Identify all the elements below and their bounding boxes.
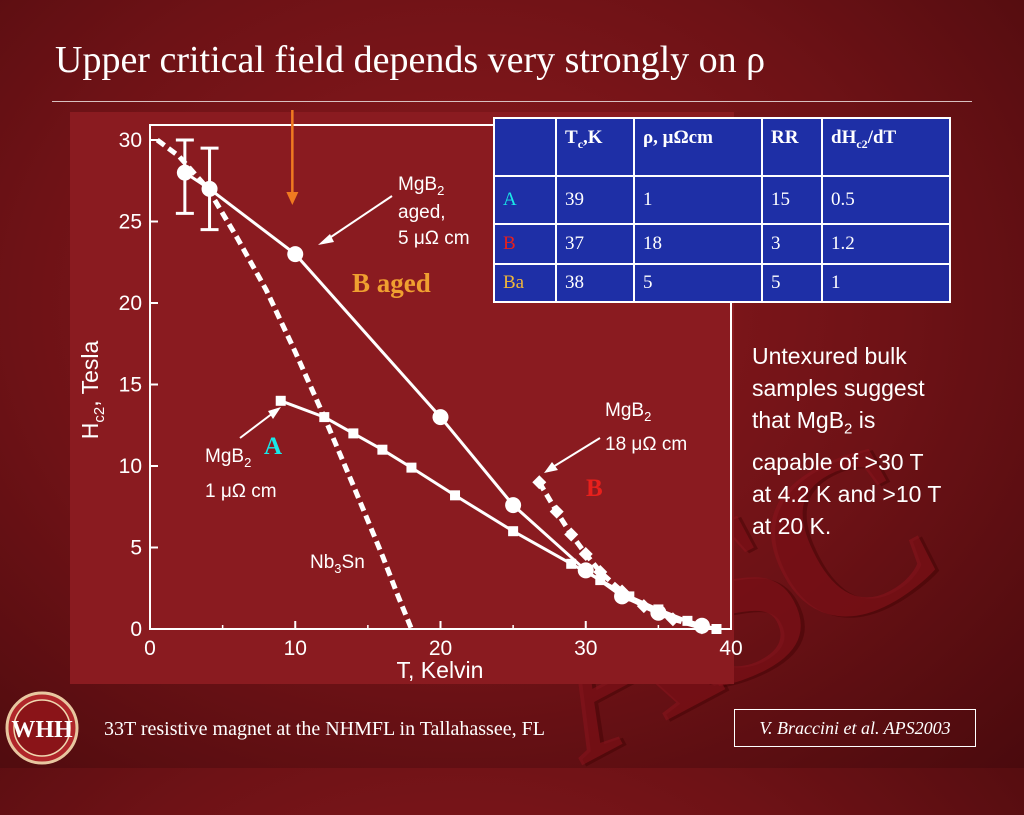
y-tick-label: 0: [130, 618, 142, 641]
header-tc: Tc,K: [555, 117, 635, 177]
data-point-square: [653, 604, 664, 615]
cell-dhdt: 0.5: [821, 175, 951, 225]
slide-title: Upper critical field depends very strong…: [55, 39, 766, 81]
arrow-aged-head: [318, 234, 334, 245]
arrow-b: [547, 437, 601, 471]
annot-a-l2: 1 μΩ cm: [205, 481, 277, 502]
data-point-square: [450, 490, 461, 501]
annot-nb3sn: Nb3Sn: [310, 552, 365, 576]
series-line-2: [537, 481, 703, 630]
label-a: A: [264, 433, 282, 460]
data-point-square: [377, 444, 388, 455]
label-b-aged: B aged: [352, 268, 431, 298]
header-blank: [493, 117, 557, 177]
arrow-b-head: [544, 462, 558, 473]
data-point-diamond: [549, 504, 564, 519]
data-point-square: [566, 558, 577, 569]
table-row: Ba 38 5 5 1: [493, 263, 951, 303]
data-point-diamond: [593, 564, 608, 579]
chart-annotations: MgB2 aged, 5 μΩ cm MgB2 1 μΩ cm MgB2 18 …: [77, 174, 687, 683]
row-label-ba: Ba: [493, 263, 557, 303]
header-rho: ρ, μΩcm: [633, 117, 763, 177]
chart-series: [155, 110, 722, 635]
data-point-circle: [505, 497, 522, 514]
y-tick-label: 15: [119, 374, 142, 397]
hc2-chart: 0 10 20 30 40 0 5 10 15 20 25 30 MgB2 aged, 5 μΩ cm…: [77, 110, 743, 683]
nhmfl-logo-icon: WHH: [5, 691, 79, 765]
data-point-diamond: [636, 599, 651, 614]
data-point-diamond: [615, 584, 630, 599]
footer-caption: 33T resistive magnet at the NHMFL in Tal…: [104, 718, 545, 740]
data-point-square: [348, 428, 359, 439]
data-point-diamond: [578, 547, 593, 562]
cell-rr: 15: [761, 175, 823, 225]
data-point-square: [508, 526, 519, 537]
citation-box: V. Braccini et al. APS2003: [734, 709, 976, 747]
label-b: B: [586, 475, 603, 502]
x-tick-label: 10: [284, 637, 307, 660]
arrow-aged: [321, 195, 393, 244]
data-point-diamond: [694, 620, 709, 635]
y-tick-label: 30: [119, 129, 142, 152]
data-point-diamond: [665, 612, 680, 627]
cell-dhdt: 1.2: [821, 223, 951, 265]
cell-rho: 5: [633, 263, 763, 303]
data-point-diamond: [564, 527, 579, 542]
data-point-circle: [287, 246, 304, 263]
data-point-diamond: [532, 475, 547, 490]
y-tick-label: 20: [119, 292, 142, 315]
cell-dhdt: 1: [821, 263, 951, 303]
y-tick-label: 5: [130, 537, 142, 560]
marker-arrow-head: [286, 192, 299, 205]
x-tick-label: 0: [144, 637, 156, 660]
y-axis-label: Hc2, Tesla: [77, 341, 108, 440]
x-tick-label: 20: [429, 637, 452, 660]
annot-aged-l1: MgB2: [398, 174, 444, 198]
row-label-b: B: [493, 223, 557, 265]
cell-tc: 39: [555, 175, 635, 225]
row-label-a: A: [493, 175, 557, 225]
cell-tc: 38: [555, 263, 635, 303]
y-tick-label: 10: [119, 455, 142, 478]
table-header-row: Tc,K ρ, μΩcm RR dHc2/dT: [493, 117, 951, 177]
annot-aged-l3: 5 μΩ cm: [398, 228, 470, 249]
x-axis-label: T, Kelvin: [397, 657, 484, 683]
conclusion-text: Untexured bulk samples suggest that MgB2…: [752, 343, 942, 539]
x-tick-label: 40: [719, 637, 742, 660]
sample-properties-table: Tc,K ρ, μΩcm RR dHc2/dT A 39 1 15 0.5 B …: [493, 117, 951, 303]
title-divider: [52, 101, 972, 102]
annot-aged-l2: aged,: [398, 202, 446, 223]
cell-tc: 37: [555, 223, 635, 265]
arrow-a-head: [268, 407, 281, 419]
series-line-3: [155, 137, 414, 630]
x-tick-label: 30: [574, 637, 597, 660]
annot-b-l2: 18 μΩ cm: [605, 434, 687, 455]
data-point-square: [711, 624, 722, 634]
annot-a-l1: MgB2: [205, 446, 251, 470]
data-point-square: [595, 575, 606, 586]
header-rr: RR: [761, 117, 823, 177]
data-point-square: [275, 395, 286, 406]
table-row: A 39 1 15 0.5: [493, 175, 951, 225]
annot-b-l1: MgB2: [605, 400, 651, 424]
header-dhdt: dHc2/dT: [821, 117, 951, 177]
y-tick-label: 25: [119, 211, 142, 234]
cell-rr: 5: [761, 263, 823, 303]
chart-axes: 0 10 20 30 40 0 5 10 15 20 25 30: [119, 124, 743, 660]
svg-text:WHH: WHH: [11, 717, 73, 743]
table-row: B 37 18 3 1.2: [493, 223, 951, 265]
cell-rho: 1: [633, 175, 763, 225]
cell-rr: 3: [761, 223, 823, 265]
data-point-circle: [432, 409, 449, 426]
data-point-square: [406, 462, 417, 473]
cell-rho: 18: [633, 223, 763, 265]
